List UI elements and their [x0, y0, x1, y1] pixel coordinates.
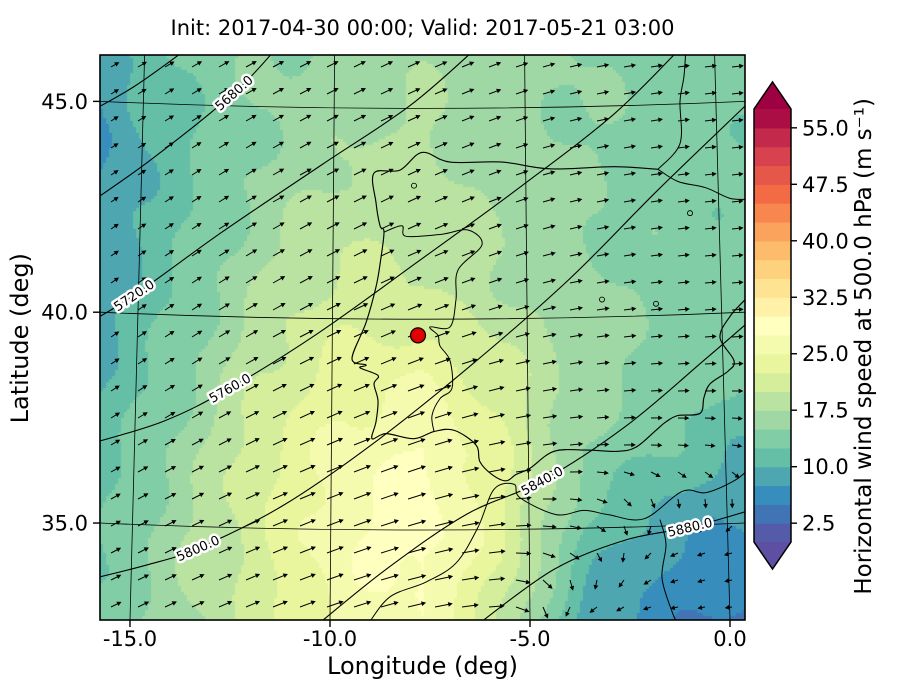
station-marker — [409, 327, 427, 344]
colorbar-label: Horizontal wind speed at 500.0 hPa (m s⁻… — [851, 97, 877, 595]
svg-text:5880.0: 5880.0 — [666, 516, 714, 541]
svg-text:10.0: 10.0 — [802, 455, 849, 479]
y-axis-label-wrap: Latitude (deg) — [6, 0, 34, 676]
svg-text:5800.0: 5800.0 — [175, 533, 223, 565]
colorbar-extend-min — [754, 542, 791, 569]
svg-text:2.5: 2.5 — [802, 512, 835, 536]
svg-text:5720.0: 5720.0 — [111, 277, 157, 315]
svg-text:5760.0: 5760.0 — [207, 371, 254, 407]
svg-text:-10.0: -10.0 — [303, 627, 357, 651]
y-axis-label: Latitude (deg) — [6, 252, 34, 424]
colorbar-extend-max — [754, 82, 791, 109]
svg-text:55.0: 55.0 — [802, 116, 849, 140]
coast-france_coast — [657, 55, 687, 170]
coast-iberia — [351, 151, 745, 482]
svg-text:40.0: 40.0 — [802, 229, 849, 253]
svg-text:5840.0: 5840.0 — [519, 464, 566, 499]
wind-arrows — [110, 61, 744, 619]
svg-text:25.0: 25.0 — [802, 342, 849, 366]
coast-pt_es_border — [383, 225, 483, 432]
coast-ma_dz_border — [659, 519, 677, 620]
svg-text:35.0: 35.0 — [41, 512, 88, 536]
colorbar: 2.5 10.0 17.5 25.0 32.5 40.0 47.5 55.0 — [753, 80, 849, 571]
svg-text:-15.0: -15.0 — [103, 627, 157, 651]
svg-text:0.0: 0.0 — [713, 627, 746, 651]
svg-text:45.0: 45.0 — [41, 90, 88, 114]
axes: -15.0 -10.0 -5.0 0.0 35.0 40.0 45.0 — [41, 54, 747, 651]
colorbar-label-wrap: Horizontal wind speed at 500.0 hPa (m s⁻… — [851, 0, 877, 692]
chart-title: Init: 2017-04-30 00:00; Valid: 2017-05-2… — [170, 16, 675, 40]
graticule — [100, 55, 745, 620]
svg-text:40.0: 40.0 — [41, 301, 88, 325]
svg-text:-5.0: -5.0 — [510, 627, 551, 651]
coastlines — [351, 55, 745, 620]
svg-text:32.5: 32.5 — [802, 286, 849, 310]
svg-text:47.5: 47.5 — [802, 173, 849, 197]
coast-africa — [370, 472, 745, 620]
x-axis-label: Longitude (deg) — [327, 652, 518, 680]
svg-text:17.5: 17.5 — [802, 399, 849, 423]
coast-france_border — [657, 168, 745, 200]
geopotential-contours — [100, 55, 745, 620]
